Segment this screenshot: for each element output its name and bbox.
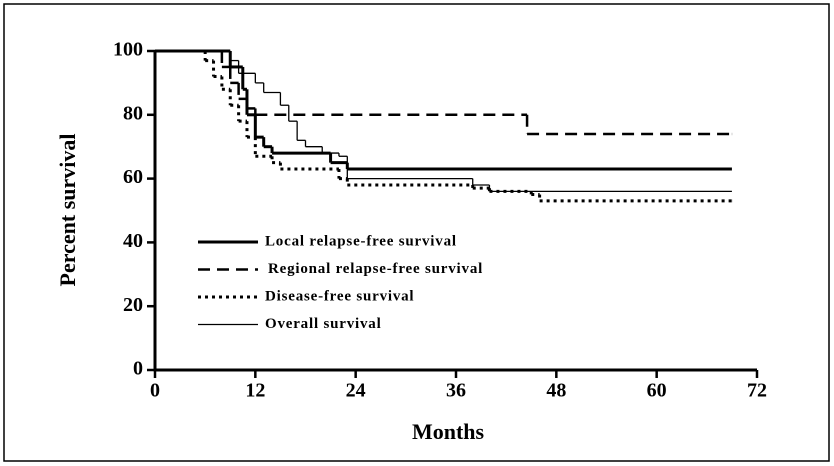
y-axis-label: Percent survival (55, 134, 80, 287)
legend-label: Regional relapse-free survival (268, 261, 483, 277)
y-tick-label: 100 (113, 39, 143, 61)
y-tick-label: 0 (133, 358, 143, 380)
x-tick-label: 60 (647, 380, 667, 402)
y-tick-label: 80 (123, 102, 143, 124)
y-tick-label: 60 (123, 166, 143, 188)
y-tick-label: 20 (123, 294, 143, 316)
legend-label: Local relapse-free survival (265, 233, 457, 249)
x-axis-label: Months (412, 419, 485, 444)
y-tick-label: 40 (123, 230, 143, 252)
legend-label: Disease-free survival (265, 288, 414, 304)
x-tick-label: 12 (245, 380, 265, 402)
x-tick-label: 24 (346, 380, 366, 402)
x-tick-label: 36 (446, 380, 466, 402)
x-tick-label: 0 (150, 380, 160, 402)
x-tick-label: 48 (546, 380, 566, 402)
legend-label: Overall survival (265, 316, 382, 332)
frame (3, 3, 830, 462)
x-tick-label: 72 (747, 380, 767, 402)
